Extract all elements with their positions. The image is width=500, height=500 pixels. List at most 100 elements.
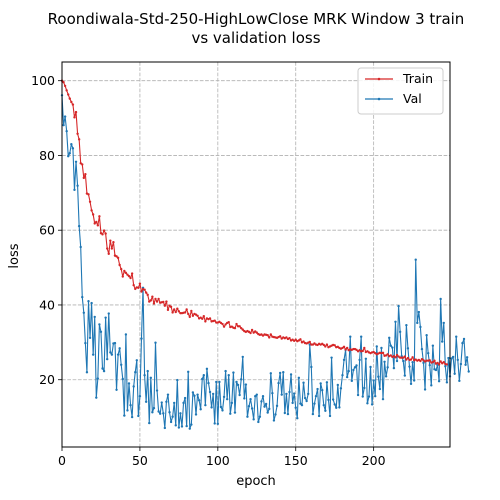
val-point bbox=[84, 341, 87, 345]
train-point bbox=[344, 348, 347, 351]
train-point bbox=[96, 224, 100, 227]
val-point bbox=[123, 414, 126, 417]
train-point bbox=[255, 331, 258, 334]
val-point bbox=[65, 129, 68, 133]
val-point bbox=[127, 382, 131, 385]
train-point bbox=[325, 343, 329, 346]
val-point bbox=[288, 390, 291, 394]
chart-title-line-1: Roondiwala-Std-250-HighLowClose MRK Wind… bbox=[48, 10, 465, 28]
val-point bbox=[68, 152, 71, 155]
val-point bbox=[211, 392, 215, 396]
val-point bbox=[431, 344, 435, 347]
val-point bbox=[417, 310, 421, 314]
val-point bbox=[342, 358, 346, 362]
train-point bbox=[445, 363, 449, 366]
train-point bbox=[302, 340, 305, 343]
val-point bbox=[132, 385, 135, 388]
val-point bbox=[366, 402, 369, 405]
val-point bbox=[180, 425, 184, 428]
val-point bbox=[87, 300, 90, 303]
val-point bbox=[70, 143, 73, 146]
val-point bbox=[118, 347, 121, 350]
train-point bbox=[105, 247, 109, 250]
val-point bbox=[88, 336, 92, 340]
val-point bbox=[183, 396, 187, 400]
val-point bbox=[378, 387, 382, 391]
train-point bbox=[62, 80, 65, 84]
train-point bbox=[363, 346, 366, 350]
val-point bbox=[411, 360, 414, 364]
train-point bbox=[436, 361, 439, 365]
val-point bbox=[339, 387, 343, 390]
val-point bbox=[350, 379, 354, 383]
train-point bbox=[163, 304, 167, 307]
val-point bbox=[229, 412, 232, 415]
y-tick-label: 20 bbox=[39, 372, 55, 387]
val-point bbox=[374, 394, 377, 398]
val-point bbox=[176, 378, 179, 382]
val-point bbox=[402, 359, 405, 363]
legend-train-label: Train bbox=[402, 71, 433, 86]
train-point bbox=[88, 200, 92, 203]
val-point bbox=[408, 365, 411, 368]
series-layer bbox=[60, 79, 470, 430]
val-point bbox=[414, 258, 417, 261]
val-point bbox=[143, 374, 146, 377]
val-point bbox=[216, 422, 220, 426]
val-point bbox=[236, 383, 240, 387]
train-point bbox=[224, 323, 227, 326]
val-point bbox=[130, 415, 134, 419]
train-point bbox=[437, 363, 441, 366]
val-point bbox=[370, 403, 374, 406]
y-tick-label: 40 bbox=[39, 297, 55, 312]
train-point bbox=[201, 317, 204, 320]
val-point bbox=[364, 357, 368, 360]
train-point bbox=[433, 359, 436, 362]
train-point bbox=[221, 322, 224, 326]
x-tick-label: 100 bbox=[206, 453, 230, 468]
grid bbox=[61, 62, 450, 447]
val-point bbox=[208, 390, 212, 394]
legend-train-marker bbox=[377, 77, 381, 81]
train-point bbox=[93, 222, 96, 225]
val-point bbox=[266, 411, 269, 414]
val-point bbox=[330, 356, 333, 359]
val-point bbox=[380, 346, 383, 350]
legend: Train Val bbox=[357, 67, 444, 115]
train-point bbox=[250, 328, 254, 332]
train-point bbox=[102, 229, 106, 232]
val-point bbox=[347, 369, 350, 373]
val-point bbox=[140, 337, 143, 340]
val-point bbox=[282, 371, 285, 374]
val-point bbox=[467, 370, 470, 373]
x-tick-label: 200 bbox=[362, 453, 386, 468]
val-point bbox=[197, 399, 201, 402]
val-point bbox=[331, 398, 335, 401]
val-point bbox=[146, 369, 149, 373]
val-point bbox=[232, 371, 235, 374]
train-point bbox=[81, 163, 84, 166]
train-point bbox=[140, 290, 143, 293]
val-point bbox=[425, 334, 428, 337]
val-point bbox=[355, 364, 358, 367]
val-point bbox=[359, 335, 363, 338]
val-point bbox=[144, 400, 148, 403]
train-point bbox=[406, 356, 410, 360]
val-point bbox=[168, 411, 171, 414]
train-point bbox=[240, 326, 243, 330]
val-point bbox=[202, 374, 205, 377]
val-point bbox=[218, 380, 221, 384]
val-point bbox=[85, 371, 89, 374]
val-point bbox=[124, 333, 128, 336]
val-point bbox=[115, 388, 118, 392]
val-point bbox=[225, 397, 229, 401]
train-point bbox=[151, 295, 154, 298]
val-point bbox=[96, 377, 100, 380]
train-point bbox=[137, 286, 140, 289]
val-point bbox=[367, 395, 371, 398]
val-point bbox=[188, 427, 191, 430]
val-point bbox=[268, 407, 271, 411]
plot-frame bbox=[61, 61, 451, 448]
val-point bbox=[358, 358, 361, 362]
train-point bbox=[266, 334, 269, 337]
